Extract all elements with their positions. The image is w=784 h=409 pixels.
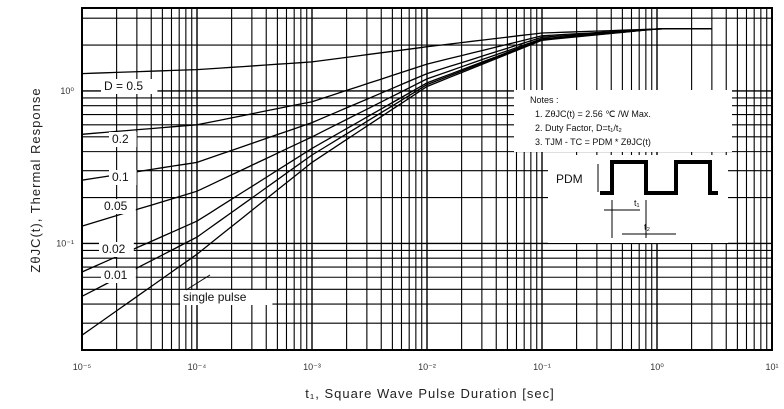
y-tick-label: 10⁰ xyxy=(60,86,74,96)
x-axis-title: t₁, Square Wave Pulse Duration [sec] xyxy=(305,386,554,401)
pulse-waveform xyxy=(600,160,718,195)
tick-labels: 10⁻⁵ 10⁻⁴ 10⁻³ 10⁻² 10⁻¹ 10⁰ 10¹ 10⁻¹ 10⁰ xyxy=(56,86,778,372)
single-pulse-leader xyxy=(185,274,211,291)
notes-background xyxy=(514,90,732,152)
t1-label: t₁ xyxy=(634,198,640,208)
curve-label-0-05: 0.05 xyxy=(104,199,128,213)
curve-label-background xyxy=(109,132,137,147)
notes-line-2: 2. Duty Factor, D=t₁/t₂ xyxy=(535,123,622,133)
curve-label-0-01: 0.01 xyxy=(104,268,128,282)
notes-heading: Notes : xyxy=(530,95,559,105)
curve-single-pulse xyxy=(81,28,712,336)
pulse-diagram-background xyxy=(548,155,728,243)
curve-label-background xyxy=(99,242,134,257)
t2-label: t₂ xyxy=(644,222,651,232)
plot-frame xyxy=(81,7,773,351)
x-tick-label: 10⁻³ xyxy=(303,362,321,372)
y-tick-label: 10⁻¹ xyxy=(56,238,74,248)
curves xyxy=(81,28,712,336)
x-tick-label: 10⁻² xyxy=(418,362,436,372)
notes-line-3: 3. TJM - TC = PDM * ZθJC(t) xyxy=(535,137,651,147)
curve-label-single-pulse: single pulse xyxy=(183,290,247,304)
y-axis-title: ZθJC(t), Thermal Response xyxy=(28,87,43,272)
curve-label-0-2: 0.2 xyxy=(112,132,129,146)
x-tick-label: 10⁻⁴ xyxy=(188,362,207,372)
x-tick-label: 10⁻⁵ xyxy=(73,362,92,372)
curve-labels: D = 0.5 0.2 0.1 0.05 0.02 0.01 single pulse xyxy=(99,79,273,305)
curve-label-background xyxy=(180,290,273,305)
x-tick-label: 10⁻¹ xyxy=(533,362,551,372)
curve-label-background xyxy=(101,79,158,94)
notes-box: Notes : 1. ZθJC(t) = 2.56 ℃ /W Max. 2. D… xyxy=(514,90,732,243)
pdm-label: PDM xyxy=(556,172,583,186)
curve-label-0-1: 0.1 xyxy=(112,170,129,184)
curve-label-d-0-5: D = 0.5 xyxy=(104,79,143,93)
curve-label-background xyxy=(101,268,136,283)
notes-line-1: 1. ZθJC(t) = 2.56 ℃ /W Max. xyxy=(535,109,651,119)
x-tick-label: 10¹ xyxy=(765,362,778,372)
curve-label-0-02: 0.02 xyxy=(102,242,126,256)
x-tick-label: 10⁰ xyxy=(650,362,664,372)
curve-label-background xyxy=(109,170,137,185)
curve-label-background xyxy=(101,199,136,214)
